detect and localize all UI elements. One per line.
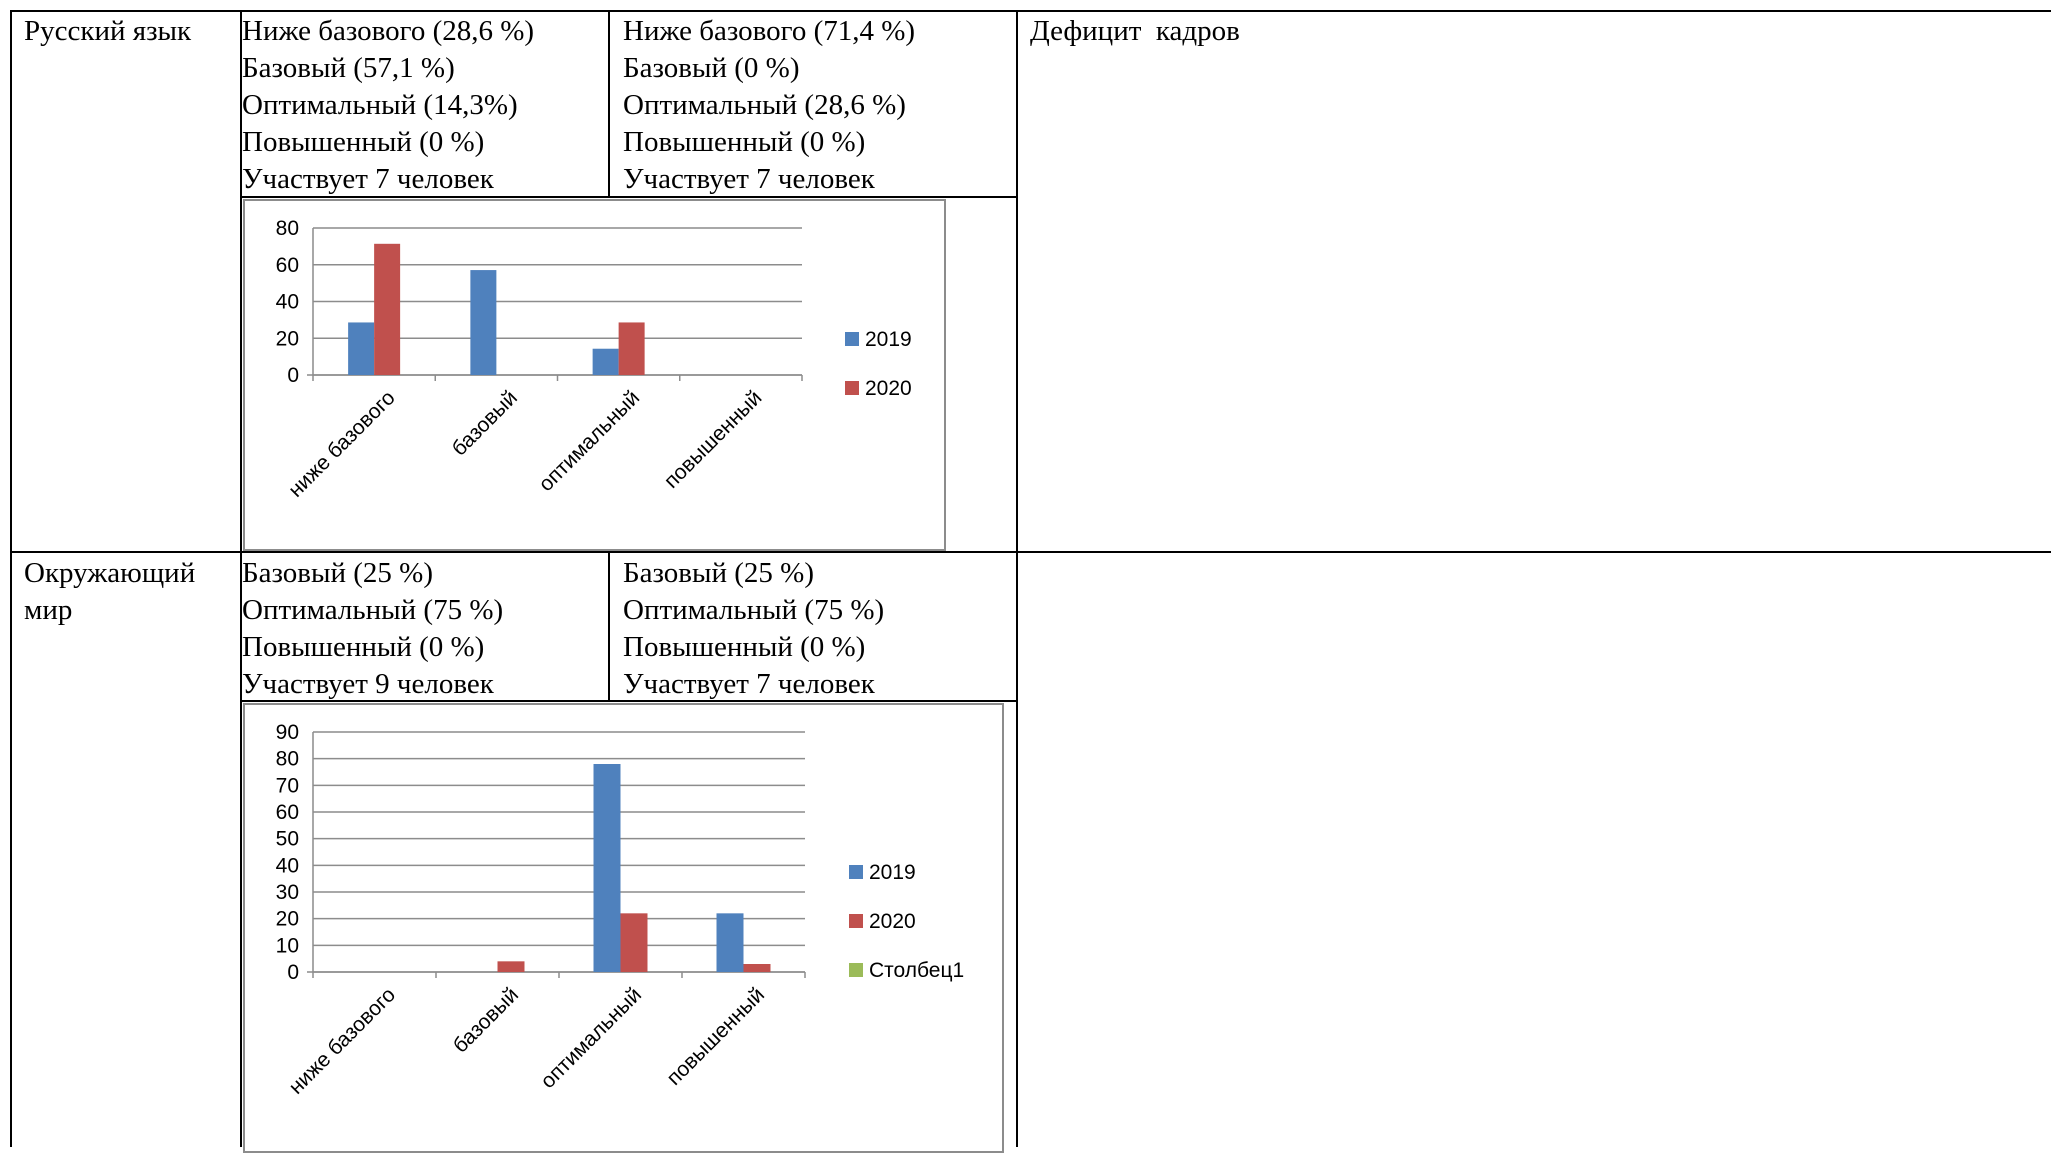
- y-tick-label: 80: [276, 748, 299, 771]
- bar-2019-3: [592, 348, 619, 375]
- row1-inner-divider: [240, 196, 1017, 198]
- result-line: Ниже базового (71,4 %): [623, 15, 916, 47]
- bar-2020-2: [497, 961, 525, 972]
- result-line: Повышенный (0 %): [242, 631, 485, 663]
- legend-swatch: [849, 865, 863, 879]
- row2-inner-divider: [240, 700, 1017, 702]
- chart-world-frame: 0 10 20 30 40 50 60 70 80 90 ниже базового базовый о…: [243, 703, 1004, 1153]
- participants-count: Участвует 7 человек: [623, 668, 875, 700]
- y-tick-label: 10: [276, 934, 299, 957]
- bar-2019-2: [470, 270, 497, 375]
- subject-russian: Русский язык: [24, 15, 192, 47]
- legend-label: 2019: [869, 861, 916, 884]
- legend-label: 2019: [865, 328, 912, 351]
- y-tick-label: 20: [276, 908, 299, 931]
- chart-russian: 0 20 40 60 80 ниже базового базовый оптимальный…: [276, 217, 912, 502]
- bar-2019-3: [593, 764, 621, 972]
- result-line: Базовый (25 %): [242, 557, 433, 589]
- legend-swatch: [849, 914, 863, 928]
- bar-2019-4: [716, 913, 744, 972]
- chart-world: 0 10 20 30 40 50 60 70 80 90 ниже базового базовый о…: [276, 721, 965, 1099]
- y-tick-label: 60: [276, 801, 299, 824]
- result-line: Оптимальный (28,6 %): [623, 89, 906, 121]
- participants-count: Участвует 7 человек: [242, 163, 494, 195]
- table-border-left: [10, 10, 12, 1147]
- result-line: Оптимальный (75 %): [623, 594, 885, 626]
- subject-world-line2: мир: [24, 594, 73, 626]
- participants-count: Участвует 7 человек: [623, 163, 875, 195]
- result-line: Базовый (57,1 %): [242, 52, 455, 84]
- x-category-label: базовый: [448, 386, 522, 460]
- x-category-label: ниже базового: [284, 983, 400, 1099]
- y-tick-label: 40: [276, 291, 299, 314]
- bar-2020-1: [374, 243, 401, 375]
- y-tick-label: 60: [276, 254, 299, 277]
- result-line: Оптимальный (75 %): [242, 594, 504, 626]
- result-line: Повышенный (0 %): [623, 631, 866, 663]
- y-tick-label: 50: [276, 828, 299, 851]
- note-staff-shortage: Дефицит кадров: [1030, 15, 1240, 47]
- legend-swatch: [845, 381, 859, 395]
- y-tick-label: 30: [276, 881, 299, 904]
- subject-world-line1: Окружающий: [24, 557, 196, 589]
- column-divider-3: [1016, 10, 1018, 1147]
- y-tick-label: 90: [276, 721, 299, 744]
- x-category-label: оптимальный: [534, 386, 644, 496]
- x-category-label: повышенный: [660, 386, 767, 493]
- bar-2020-3: [618, 322, 645, 375]
- legend-label: Столбец1: [869, 959, 964, 982]
- column-divider-1: [240, 10, 242, 1147]
- result-line: Повышенный (0 %): [242, 126, 485, 158]
- bar-2020-4: [743, 964, 771, 972]
- bar-2019-1: [348, 322, 375, 375]
- y-tick-label: 0: [287, 364, 299, 387]
- y-tick-label: 40: [276, 854, 299, 877]
- y-tick-label: 0: [287, 961, 299, 984]
- x-category-label: оптимальный: [536, 983, 646, 1093]
- chart-russian-frame: 0 20 40 60 80 ниже базового базовый оптимальный…: [243, 199, 946, 551]
- y-tick-label: 20: [276, 327, 299, 350]
- result-line: Ниже базового (28,6 %): [242, 15, 535, 47]
- legend-swatch: [845, 332, 859, 346]
- x-category-label: ниже базового: [284, 386, 400, 502]
- legend-label: 2020: [865, 377, 912, 400]
- table-border-top: [10, 10, 2051, 12]
- x-category-label: базовый: [449, 983, 523, 1057]
- column-divider-2-row1: [608, 10, 610, 197]
- legend-swatch: [849, 963, 863, 977]
- participants-count: Участвует 9 человек: [242, 668, 494, 700]
- column-divider-2-row2: [608, 551, 610, 701]
- legend-label: 2020: [869, 910, 916, 933]
- x-category-label: повышенный: [662, 983, 769, 1090]
- result-line: Базовый (0 %): [623, 52, 800, 84]
- result-line: Оптимальный (14,3%): [242, 89, 518, 121]
- result-line: Повышенный (0 %): [623, 126, 866, 158]
- result-line: Базовый (25 %): [623, 557, 814, 589]
- y-tick-label: 80: [276, 217, 299, 240]
- bar-2020-3: [620, 913, 648, 972]
- y-tick-label: 70: [276, 774, 299, 797]
- table-row-divider: [10, 551, 2051, 553]
